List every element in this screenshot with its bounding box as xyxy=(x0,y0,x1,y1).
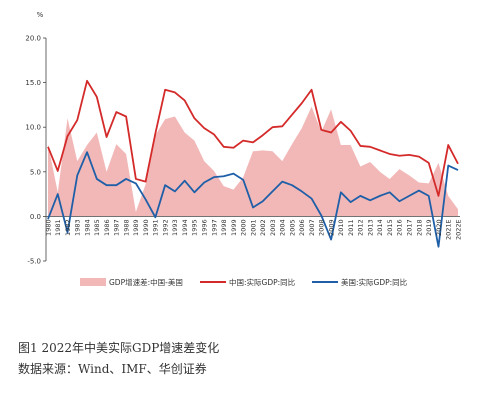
figure-title: 图1 2022年中美实际GDP增速差变化 xyxy=(18,341,220,355)
y-tick-label: 5.0 xyxy=(30,168,41,176)
x-tick-label: 1998 xyxy=(220,219,228,236)
y-tick-label: 20.0 xyxy=(25,35,41,43)
x-tick-label: 2014 xyxy=(376,219,384,236)
x-tick-label: 2005 xyxy=(288,219,296,236)
x-tick-label: 1988 xyxy=(122,219,130,236)
y-tick-labels: -5.0 0.0 5.0 10.0 15.0 20.0 xyxy=(25,35,46,266)
x-tick-label: 2006 xyxy=(298,219,306,236)
figure-source: 数据来源：Wind、IMF、华创证券 xyxy=(18,362,207,376)
x-tick-label: 2022E xyxy=(454,219,462,240)
x-tick-label: 1992 xyxy=(161,219,169,236)
legend: GDP增速差:中国-美国 中国:实际GDP:同比 美国:实际GDP:同比 xyxy=(80,277,408,287)
line-series-layer xyxy=(47,79,459,248)
y-tick-label: 15.0 xyxy=(25,79,41,87)
area-series-layer xyxy=(48,106,458,217)
x-tick-label: 2007 xyxy=(308,219,316,236)
x-tick-label: 2018 xyxy=(415,219,423,236)
y-unit-label: % xyxy=(37,11,44,19)
y-tick-label: -5.0 xyxy=(27,258,41,266)
x-tick-label: 1987 xyxy=(113,219,121,236)
x-tick-label: 2001 xyxy=(249,219,257,236)
legend-label: 中国:实际GDP:同比 xyxy=(229,277,296,287)
x-tick-label: 2017 xyxy=(405,219,413,236)
y-tick-label: 0.0 xyxy=(30,213,41,221)
x-tick-label: 2003 xyxy=(269,219,277,236)
x-tick-label: 1985 xyxy=(93,219,101,236)
series-area-gdp-gap xyxy=(48,106,458,217)
x-tick-label: 1994 xyxy=(181,219,189,236)
x-tick-label: 1983 xyxy=(74,219,82,236)
x-tick-label: 2000 xyxy=(240,219,248,236)
x-tick-label: 2002 xyxy=(259,219,267,236)
x-tick-label: 1980 xyxy=(44,219,52,236)
x-tick-labels: 1980 1981 1982 1983 1984 1985 1986 1987 1988 1989… xyxy=(44,219,462,240)
x-tick-label: 1990 xyxy=(142,219,150,236)
x-tick-label: 2016 xyxy=(396,219,404,236)
x-tick-label: 1996 xyxy=(200,219,208,236)
y-tick-label: 10.0 xyxy=(25,124,41,132)
x-tick-label: 1999 xyxy=(230,219,238,236)
gdp-growth-chart: -5.00.05.010.015.020.0 1980 1981 1982 1983 1… xyxy=(25,11,462,287)
legend-label: 美国:实际GDP:同比 xyxy=(341,277,408,287)
x-tick-label: 2021E xyxy=(445,219,453,240)
x-tick-label: 2010 xyxy=(337,219,345,236)
x-tick-label: 2013 xyxy=(366,219,374,236)
x-tick-label: 2019 xyxy=(425,219,433,236)
x-tick-label: 1993 xyxy=(171,219,179,236)
x-tick-label: 2012 xyxy=(357,219,365,236)
x-tick-label: 1984 xyxy=(83,219,91,236)
x-tick-label: 1995 xyxy=(191,219,199,236)
x-tick-label: 1997 xyxy=(210,219,218,236)
legend-swatch-area xyxy=(80,278,106,286)
x-tick-label: 1981 xyxy=(54,219,62,236)
x-tick-label: 2015 xyxy=(386,219,394,236)
x-tick-label: 2009 xyxy=(327,219,335,236)
legend-label: GDP增速差:中国-美国 xyxy=(109,277,183,287)
x-tick-label: 2020 xyxy=(435,219,443,236)
series-line-china-gdp xyxy=(47,79,459,197)
x-tick-label: 2011 xyxy=(347,219,355,236)
x-tick-label: 1989 xyxy=(132,219,140,236)
x-tick-label: 1991 xyxy=(152,219,160,236)
x-tick-label: 1986 xyxy=(103,219,111,236)
x-tick-label: 2004 xyxy=(279,219,287,236)
series-line-us-gdp xyxy=(47,151,459,248)
x-tick-label: 2008 xyxy=(318,219,326,236)
x-tick-label: 1982 xyxy=(64,219,72,236)
